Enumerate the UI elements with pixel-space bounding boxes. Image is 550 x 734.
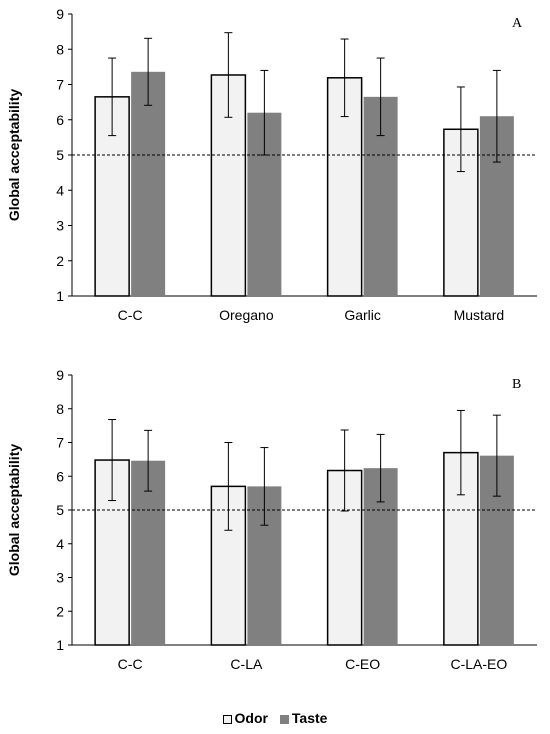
y-tick-label: 8 <box>56 41 64 57</box>
panel-label: A <box>512 16 523 31</box>
error-bar-taste <box>376 433 385 503</box>
error-bar-odor <box>456 86 465 173</box>
y-tick-label: 9 <box>56 6 64 22</box>
legend-swatch-taste <box>279 715 289 724</box>
y-axis-title: Global acceptability <box>6 444 22 576</box>
y-tick-label: 2 <box>56 253 64 269</box>
x-category-label: C-LA <box>230 656 263 672</box>
error-bar-taste <box>492 414 501 497</box>
x-category-label: C-LA-EO <box>450 656 507 672</box>
y-tick-label: 4 <box>56 536 64 552</box>
chart-panel-a: 1 2 3 4 5 6 7 8 9 Global acceptability A C-C Oregano… <box>6 6 537 323</box>
x-category-label: Garlic <box>344 307 381 323</box>
y-tick-label: 7 <box>56 77 64 93</box>
y-axis-title: Global acceptability <box>6 89 22 221</box>
y-tick-label: 6 <box>56 468 64 484</box>
legend-label-taste: Taste <box>291 710 328 726</box>
error-bar-taste <box>144 429 153 492</box>
y-tick-label: 3 <box>56 570 64 586</box>
error-bar-odor <box>224 442 233 531</box>
error-bar-taste <box>260 447 269 526</box>
panel-label: B <box>512 377 521 392</box>
error-bar-odor <box>224 32 233 118</box>
y-tick-label: 6 <box>56 112 64 128</box>
y-tick-label: 1 <box>56 637 64 653</box>
x-category-label: C-C <box>118 307 143 323</box>
legend: Odor Taste <box>0 710 550 726</box>
error-bar-taste <box>260 69 269 156</box>
x-category-label: Oregano <box>219 307 274 323</box>
error-bar-odor <box>340 429 349 512</box>
chart-panel-b: 1 2 3 4 5 6 7 8 9 Global acceptability B C-C C-LA C-E… <box>6 367 537 672</box>
y-tick-label: 5 <box>56 147 64 163</box>
y-tick-label: 4 <box>56 182 64 198</box>
error-bar-taste <box>492 69 501 163</box>
legend-label-odor: Odor <box>234 710 268 726</box>
y-tick-label: 7 <box>56 435 64 451</box>
y-tick-label: 2 <box>56 603 64 619</box>
x-category-label: C-C <box>118 656 143 672</box>
error-bar-taste <box>144 37 153 106</box>
y-tick-label: 3 <box>56 218 64 234</box>
error-bar-taste <box>376 57 385 137</box>
error-bar-odor <box>108 57 117 137</box>
legend-swatch-odor <box>222 715 232 724</box>
error-bar-odor <box>108 419 117 502</box>
bar-odor <box>443 128 479 297</box>
y-tick-label: 8 <box>56 401 64 417</box>
x-category-label: C-EO <box>345 656 380 672</box>
bar-taste <box>131 71 166 296</box>
y-tick-label: 1 <box>56 288 64 304</box>
x-category-label: Mustard <box>454 307 505 323</box>
legend-item-odor: Odor <box>222 710 268 726</box>
y-tick-label: 5 <box>56 502 64 518</box>
y-tick-label: 9 <box>56 367 64 383</box>
error-bar-odor <box>340 38 349 118</box>
error-bar-odor <box>456 409 465 496</box>
legend-item-taste: Taste <box>279 710 328 726</box>
